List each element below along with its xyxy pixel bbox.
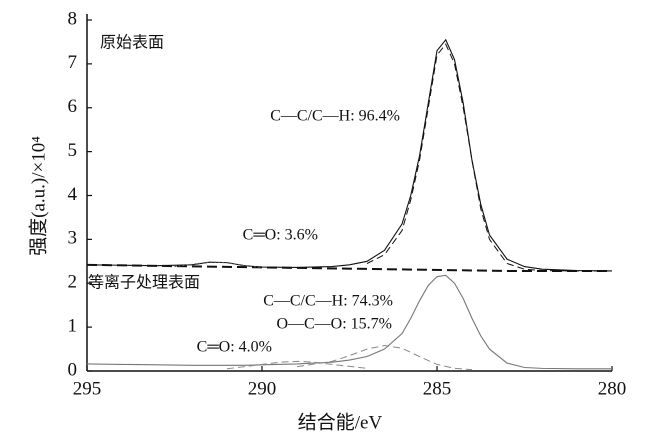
y-tick-label: 6	[68, 96, 78, 117]
spectrum-line	[366, 43, 612, 272]
y-tick-label: 1	[68, 315, 78, 336]
y-tick-label: 3	[68, 228, 78, 249]
spectrum-line	[86, 274, 612, 370]
y-tick-label: 0	[68, 359, 78, 380]
annotation: C—C/C—H: 74.3%	[263, 293, 393, 310]
spectrum-line	[174, 261, 263, 269]
y-tick-label: 4	[68, 184, 78, 205]
annotation: O—C—O: 15.7%	[276, 316, 392, 333]
x-tick-label: 295	[73, 378, 102, 399]
spectrum-line	[86, 38, 613, 272]
x-tick-label: 285	[423, 378, 452, 399]
annotation: 等离子处理表面	[88, 274, 200, 292]
y-tick-label: 8	[68, 8, 78, 29]
spectrum-line	[86, 263, 612, 272]
annotation: C═O: 3.6%	[243, 227, 318, 244]
spectrum-line	[296, 345, 473, 371]
y-tick-label: 5	[68, 140, 78, 161]
annotation: C—C/C—H: 96.4%	[270, 108, 400, 125]
x-tick-label: 290	[248, 378, 277, 399]
y-axis-label: 强度(a.u.)/×10⁴	[27, 136, 49, 256]
y-tick-label: 7	[68, 52, 78, 73]
x-axis-label: 结合能/eV	[298, 411, 383, 433]
annotation: C═O: 4.0%	[197, 339, 272, 356]
y-tick-label: 2	[68, 272, 78, 293]
annotation: 原始表面	[100, 34, 164, 52]
x-tick-label: 280	[598, 378, 627, 399]
spectrum-line	[226, 360, 368, 370]
